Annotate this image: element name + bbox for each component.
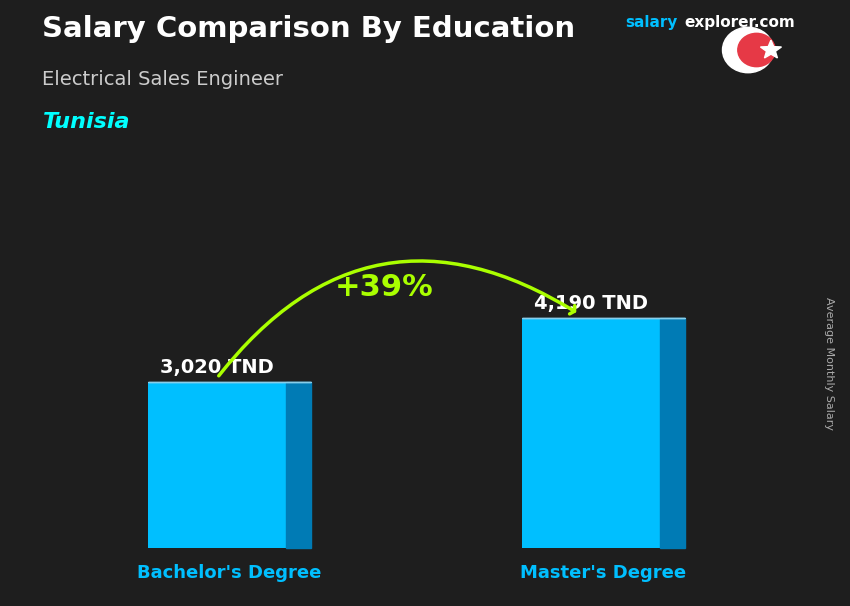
Text: explorer.com: explorer.com xyxy=(684,15,795,30)
Polygon shape xyxy=(761,40,781,58)
Text: Bachelor's Degree: Bachelor's Degree xyxy=(138,564,321,582)
Bar xyxy=(149,382,286,548)
Polygon shape xyxy=(286,382,310,548)
Text: Electrical Sales Engineer: Electrical Sales Engineer xyxy=(42,70,284,88)
Text: salary: salary xyxy=(625,15,677,30)
Text: Tunisia: Tunisia xyxy=(42,112,130,132)
Text: 3,020 TND: 3,020 TND xyxy=(160,358,274,377)
Text: Average Monthly Salary: Average Monthly Salary xyxy=(824,297,834,430)
Polygon shape xyxy=(660,318,684,548)
Circle shape xyxy=(722,27,774,73)
Bar xyxy=(523,318,660,548)
Text: +39%: +39% xyxy=(335,273,434,302)
Text: Salary Comparison By Education: Salary Comparison By Education xyxy=(42,15,575,43)
Text: 4,190 TND: 4,190 TND xyxy=(534,294,648,313)
Text: Master's Degree: Master's Degree xyxy=(520,564,687,582)
Circle shape xyxy=(738,33,775,67)
